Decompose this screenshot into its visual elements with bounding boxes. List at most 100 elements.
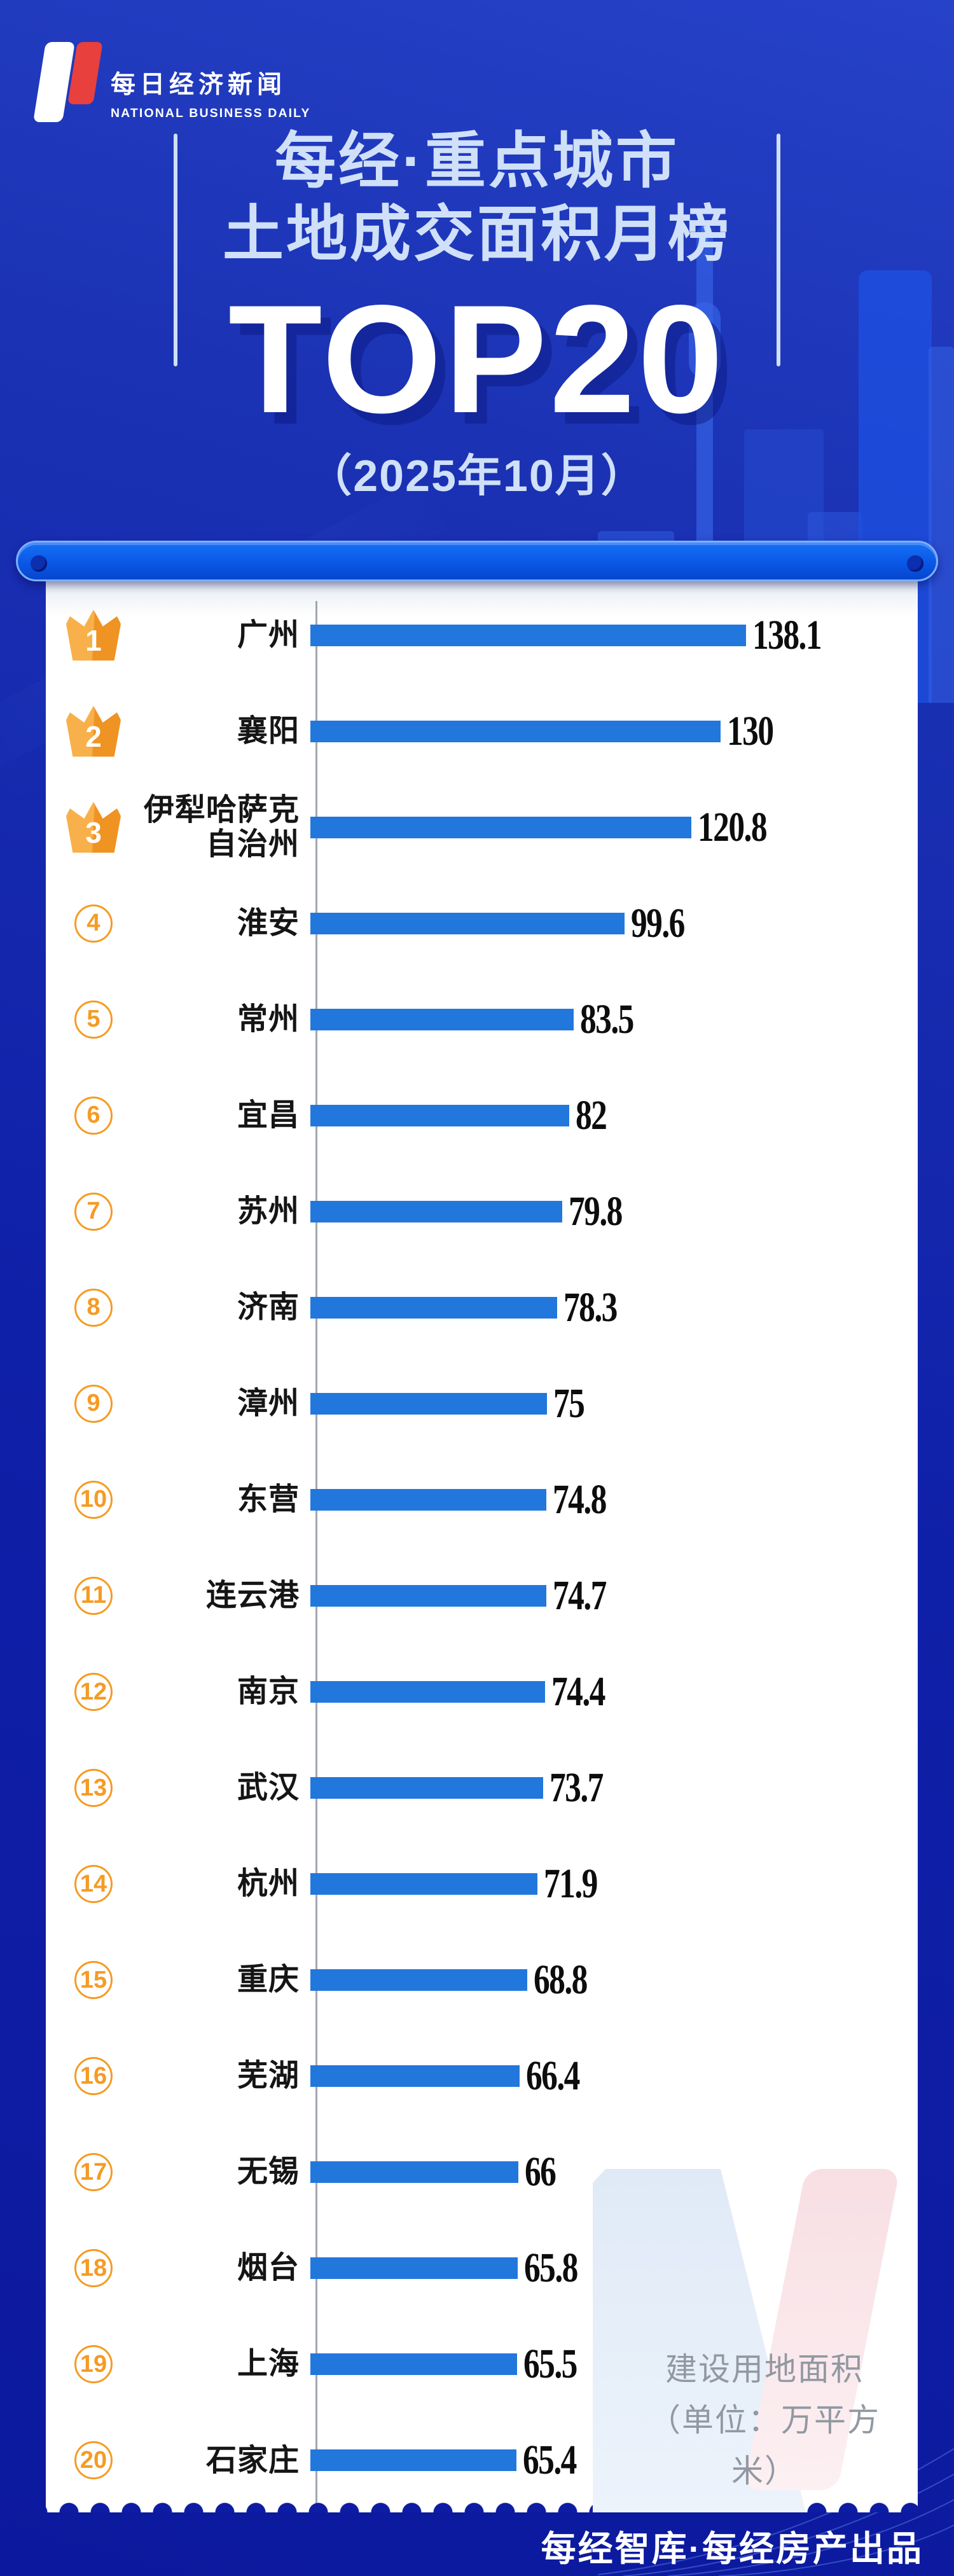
circle-rank-badge: 6 xyxy=(74,1096,113,1135)
value-label: 120.8 xyxy=(698,803,768,850)
logo-title: 每日经济新闻 xyxy=(111,71,287,99)
city-label: 济南 xyxy=(237,1290,300,1324)
unit-note: 建设用地面积 （单位：万平方米） xyxy=(628,2344,901,2496)
bar-track: 65.4 xyxy=(308,2436,918,2484)
axis-line xyxy=(315,601,317,2512)
bar-track: 83.5 xyxy=(308,995,918,1044)
scroll-pill xyxy=(16,541,938,581)
circle-rank-badge: 9 xyxy=(74,1384,113,1423)
value-label: 66.4 xyxy=(526,2053,580,2100)
value-bar xyxy=(310,1873,537,1895)
unit-note-line1: 建设用地面积 xyxy=(665,2351,864,2387)
city-label: 连云港 xyxy=(205,1579,300,1613)
title-decor-bar-left xyxy=(174,134,177,366)
city-label: 淮安 xyxy=(237,906,300,940)
city-label: 常州 xyxy=(237,1002,300,1036)
value-bar xyxy=(310,1584,546,1607)
city-label: 襄阳 xyxy=(237,714,300,748)
title-line-2: 土地成交面积月榜 xyxy=(223,200,731,269)
rank-row-16: 16 芜湖 66.4 xyxy=(46,2028,918,2124)
rank-row-9: 9 漳州 75 xyxy=(46,1355,918,1451)
value-bar xyxy=(310,1296,557,1319)
crown-rank-icon: 2 xyxy=(66,705,121,757)
scroll-curl-right xyxy=(907,555,923,572)
rank-row-15: 15 重庆 68.8 xyxy=(46,1932,918,2028)
rank-row-10: 10 东营 74.8 xyxy=(46,1451,918,1548)
rank-cell: 19 xyxy=(46,2345,141,2384)
circle-rank-badge: 11 xyxy=(74,1576,113,1615)
value-bar xyxy=(310,912,625,934)
value-bar xyxy=(310,624,746,646)
value-bar xyxy=(310,1392,547,1415)
period-subtitle: （2025年10月） xyxy=(307,451,647,501)
title-line-1: 每经·重点城市 xyxy=(275,127,679,195)
bar-track: 82 xyxy=(308,1091,918,1140)
rank-cell: 9 xyxy=(46,1384,141,1423)
city-label: 芜湖 xyxy=(237,2059,300,2093)
rank-cell: 6 xyxy=(46,1096,141,1135)
circle-rank-badge: 19 xyxy=(74,2345,113,2384)
city-label: 重庆 xyxy=(237,1963,300,1997)
rank-row-3: 3 伊犁哈萨克自治州 120.8 xyxy=(46,779,918,875)
value-label: 82 xyxy=(576,1091,607,1139)
rank-row-19: 19 上海 65.5 xyxy=(46,2316,918,2413)
bar-track: 120.8 xyxy=(308,803,918,852)
value-bar xyxy=(310,816,691,838)
value-label: 66 xyxy=(525,2149,556,2196)
rank-number: 3 xyxy=(85,815,102,849)
value-bar xyxy=(310,2449,516,2472)
bar-track: 75 xyxy=(308,1380,918,1428)
city-label: 无锡 xyxy=(237,2155,300,2189)
circle-rank-badge: 8 xyxy=(74,1288,113,1327)
city-label: 宜昌 xyxy=(237,1098,300,1132)
rank-cell: 3 xyxy=(46,801,141,853)
value-bar xyxy=(310,1488,546,1511)
circle-rank-badge: 10 xyxy=(74,1480,113,1519)
value-label: 78.3 xyxy=(563,1284,618,1331)
value-label: 73.7 xyxy=(550,1764,604,1811)
value-bar xyxy=(310,1104,569,1126)
bar-track: 65.5 xyxy=(308,2340,918,2388)
rank-cell: 12 xyxy=(46,1673,141,1712)
value-bar xyxy=(310,2257,518,2280)
rank-number: 1 xyxy=(85,623,102,657)
title-decor-bar-right xyxy=(777,134,780,366)
value-label: 75 xyxy=(553,1380,585,1427)
bar-track: 79.8 xyxy=(308,1188,918,1236)
rank-row-6: 6 宜昌 82 xyxy=(46,1067,918,1163)
rank-cell: 13 xyxy=(46,1769,141,1808)
crown-rank-icon: 3 xyxy=(66,801,121,853)
value-label: 138.1 xyxy=(752,611,822,658)
value-bar xyxy=(310,2065,520,2088)
value-label: 68.8 xyxy=(534,1956,588,2004)
rank-cell: 14 xyxy=(46,1865,141,1904)
rank-cell: 4 xyxy=(46,904,141,943)
bar-track: 74.4 xyxy=(308,1668,918,1716)
city-label: 苏州 xyxy=(237,1194,300,1228)
crown-rank-icon: 1 xyxy=(66,609,121,661)
value-label: 65.8 xyxy=(524,2245,578,2292)
rank-cell: 1 xyxy=(46,609,141,661)
value-label: 74.4 xyxy=(551,1668,605,1715)
circle-rank-badge: 12 xyxy=(74,1673,113,1712)
bar-track: 138.1 xyxy=(308,611,918,660)
scroll-curl-left xyxy=(31,555,47,572)
value-label: 65.5 xyxy=(523,2341,577,2388)
top20-heading: TOP20 xyxy=(228,274,726,446)
rank-cell: 15 xyxy=(46,1961,141,2000)
city-label: 武汉 xyxy=(237,1771,300,1805)
rank-cell: 10 xyxy=(46,1480,141,1519)
circle-rank-badge: 20 xyxy=(74,2441,113,2480)
rank-row-20: 20 石家庄 65.4 xyxy=(46,2413,918,2509)
city-label: 漳州 xyxy=(237,1387,300,1421)
value-bar xyxy=(310,720,721,742)
value-label: 130 xyxy=(727,707,774,754)
rank-cell: 2 xyxy=(46,705,141,757)
value-label: 83.5 xyxy=(580,995,634,1042)
rank-row-8: 8 济南 78.3 xyxy=(46,1259,918,1355)
logo-subtitle: NATIONAL BUSINESS DAILY xyxy=(111,106,311,120)
value-bar xyxy=(310,2161,518,2184)
bar-track: 68.8 xyxy=(308,1956,918,2004)
value-label: 74.7 xyxy=(553,1572,607,1619)
circle-rank-badge: 14 xyxy=(74,1865,113,1904)
